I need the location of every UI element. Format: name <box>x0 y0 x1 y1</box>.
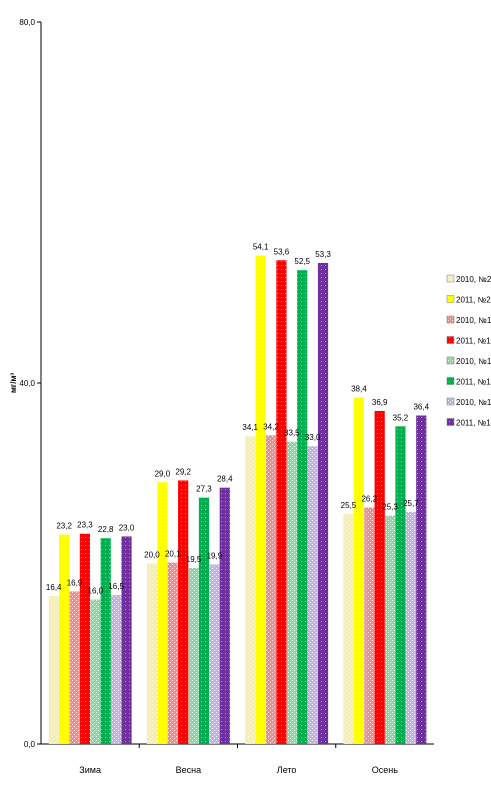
bar-2010-2-осень <box>343 513 354 744</box>
bar-2010-16-зима <box>90 599 101 744</box>
data-label: 16,0 <box>88 587 104 596</box>
bar-2011-17-весна <box>219 487 230 744</box>
legend-swatch <box>446 274 455 283</box>
data-label: 20,1 <box>165 550 181 559</box>
legend-label: 2010, №13 <box>456 316 491 325</box>
data-label: 16,5 <box>108 582 124 591</box>
bar-2011-17-зима <box>121 536 132 744</box>
y-tick-label: 0,0 <box>24 740 36 749</box>
bars <box>48 255 427 744</box>
bar-2010-16-осень <box>384 515 396 744</box>
legend-label: 2010, №2 <box>456 275 491 284</box>
bar-2011-16-зима <box>100 538 111 744</box>
data-label: 16,4 <box>46 583 62 592</box>
data-label: 53,3 <box>315 250 331 259</box>
bar-2010-16-лето <box>286 441 297 744</box>
data-label: 23,0 <box>119 523 135 532</box>
legend-label: 2011, №17 <box>456 419 491 428</box>
bar-2011-2-лето <box>255 255 266 744</box>
legend-swatch <box>446 315 455 324</box>
data-label: 23,3 <box>77 521 93 530</box>
bar-2010-2-весна <box>146 563 158 744</box>
y-tick-label: 80,0 <box>19 18 35 27</box>
data-label: 25,5 <box>341 501 357 510</box>
legend-label: 2011, №13 <box>456 337 491 346</box>
data-label: 33,5 <box>284 429 300 438</box>
bar-2010-2-зима <box>48 595 59 744</box>
legend-label: 2011, №16 <box>456 378 491 387</box>
bar-2011-13-зима <box>79 533 91 744</box>
data-label: 19,5 <box>186 555 202 564</box>
data-label: 35,2 <box>393 413 409 422</box>
bar-2011-16-лето <box>297 270 308 744</box>
x-tick-label-лето: Лето <box>277 765 297 775</box>
legend-swatch <box>446 336 455 344</box>
y-tick-label: 40,0 <box>19 379 35 388</box>
legend-swatch <box>446 418 455 426</box>
x-tick-label-осень: Осень <box>372 765 398 775</box>
bar-2011-13-весна <box>178 480 189 744</box>
legend-swatch <box>446 377 455 385</box>
data-label: 19,9 <box>207 551 223 560</box>
legend-label: 2010, №17 <box>456 398 491 407</box>
data-label: 29,0 <box>155 469 171 478</box>
data-label: 52,5 <box>294 257 310 266</box>
data-label: 34,1 <box>242 423 258 432</box>
data-label: 26,2 <box>361 495 377 504</box>
data-label: 36,4 <box>413 402 429 411</box>
legend-label: 2010, №16 <box>456 357 491 366</box>
data-label: 16,9 <box>67 578 83 587</box>
legend-swatch <box>446 295 455 303</box>
data-label: 33,0 <box>305 433 321 442</box>
data-label: 22,8 <box>98 525 114 534</box>
data-label: 27,3 <box>196 485 212 494</box>
x-tick-label-зима: Зима <box>79 765 101 775</box>
bar-2011-2-весна <box>157 482 168 744</box>
bar-2010-13-лето <box>265 435 277 744</box>
bar-2011-13-лето <box>276 260 287 744</box>
x-tick-label-весна: Весна <box>176 765 201 775</box>
legend-swatch <box>446 356 455 365</box>
data-label: 54,1 <box>253 243 269 252</box>
data-label: 25,3 <box>382 503 398 512</box>
bar-2010-13-осень <box>364 507 375 744</box>
data-labels: 16,4 23,2 16,9 23,3 16,0 22,8 16,5 23,0 20,0 29,0… <box>46 243 430 596</box>
bar-2010-13-весна <box>167 562 178 744</box>
data-label: 53,6 <box>274 247 290 256</box>
bar-2011-17-лето <box>317 262 329 744</box>
bar-2011-2-зима <box>59 534 70 744</box>
bar-2010-16-весна <box>188 568 199 744</box>
data-label: 28,4 <box>217 475 233 484</box>
bar-2010-17-весна <box>209 564 220 744</box>
data-label: 25,7 <box>403 499 419 508</box>
bar-2010-17-лето <box>307 446 318 744</box>
y-axis-title: мг/м³ <box>9 373 18 393</box>
bar-2011-13-осень <box>374 410 385 744</box>
data-label: 29,2 <box>175 467 191 476</box>
legend: 2010, №2 2011, №2 2010, №13 2011, №13 2010, … <box>446 274 491 428</box>
bar-2011-17-осень <box>416 415 427 744</box>
bar-2011-2-осень <box>353 397 364 744</box>
bar-2011-16-весна <box>198 497 210 744</box>
bar-2010-2-лето <box>245 436 256 744</box>
data-label: 20,0 <box>144 551 160 560</box>
data-label: 38,4 <box>351 384 367 393</box>
bar-2010-13-зима <box>69 591 80 744</box>
legend-swatch <box>446 397 455 406</box>
data-label: 36,9 <box>372 398 388 407</box>
legend-label: 2011, №2 <box>456 296 491 305</box>
bar-2011-16-осень <box>395 426 406 744</box>
data-label: 34,2 <box>263 422 279 431</box>
bar-2010-17-осень <box>405 512 416 744</box>
data-label: 23,2 <box>56 522 72 531</box>
bar-2010-17-зима <box>111 595 122 744</box>
